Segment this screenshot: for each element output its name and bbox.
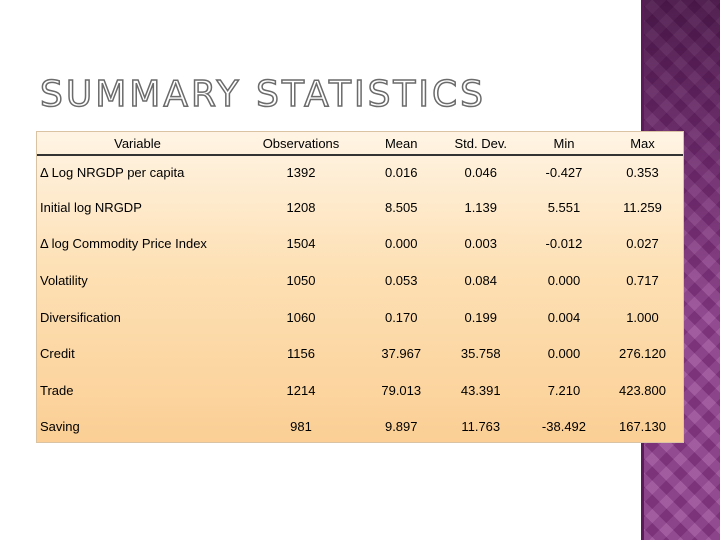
cell-observations: 1214 bbox=[286, 382, 316, 398]
cell-max: 1.000 bbox=[626, 309, 659, 325]
cell-std-dev: 35.758 bbox=[460, 346, 501, 362]
cell-max: 167.130 bbox=[618, 419, 666, 435]
cell-max: 0.717 bbox=[626, 272, 659, 288]
cell-mean: 0.000 bbox=[384, 236, 418, 252]
cell-observations: 981 bbox=[290, 419, 312, 435]
table-row: Saving 981 9.897 11.763 -38.492 167.130 bbox=[37, 409, 683, 446]
table-row: Trade 1214 79.013 43.391 7.210 423.800 bbox=[37, 372, 683, 409]
statistics-table: Variable Observations Mean Std. Dev. Min… bbox=[37, 132, 683, 445]
cell-mean: 0.053 bbox=[384, 272, 418, 288]
table-row: Credit 1156 37.967 35.758 0.000 276.120 bbox=[37, 335, 683, 372]
cell-observations: 1208 bbox=[286, 199, 316, 215]
cell-mean: 8.505 bbox=[384, 199, 418, 215]
cell-std-dev: 11.763 bbox=[461, 419, 501, 435]
table-row: Volatility 1050 0.053 0.084 0.000 0.717 bbox=[37, 262, 683, 299]
table-row: Initial log NRGDP 1208 8.505 1.139 5.551… bbox=[37, 189, 683, 226]
cell-max: 0.353 bbox=[626, 165, 659, 180]
cell-variable: Volatility bbox=[40, 272, 88, 288]
cell-std-dev: 43.391 bbox=[460, 382, 501, 398]
cell-observations: 1156 bbox=[287, 346, 315, 362]
cell-variable: Saving bbox=[40, 419, 80, 435]
cell-variable: Diversification bbox=[40, 309, 121, 325]
cell-max: 0.027 bbox=[626, 236, 659, 252]
header-max: Max bbox=[601, 132, 683, 156]
cell-min: 0.000 bbox=[547, 272, 581, 288]
cell-variable: Δ log Commodity Price Index bbox=[40, 236, 207, 252]
cell-variable: Trade bbox=[40, 382, 74, 398]
header-observations: Observations bbox=[235, 132, 367, 156]
cell-mean: 9.897 bbox=[384, 419, 418, 435]
cell-variable: Credit bbox=[40, 346, 75, 362]
cell-variable: Δ Log NRGDP per capita bbox=[40, 165, 185, 180]
cell-min: 0.004 bbox=[547, 309, 581, 325]
cell-std-dev: 0.199 bbox=[464, 309, 498, 325]
cell-mean: 0.170 bbox=[384, 309, 418, 325]
cell-std-dev: 0.084 bbox=[464, 272, 498, 288]
cell-observations: 1504 bbox=[286, 236, 316, 252]
cell-min: -38.492 bbox=[541, 419, 587, 435]
header-std-dev: Std. Dev. bbox=[435, 132, 526, 156]
cell-min: 7.210 bbox=[547, 382, 581, 398]
cell-max: 276.120 bbox=[618, 346, 666, 362]
cell-observations: 1050 bbox=[286, 272, 316, 288]
summary-statistics-table: Variable Observations Mean Std. Dev. Min… bbox=[36, 131, 684, 443]
table-row: Diversification 1060 0.170 0.199 0.004 1… bbox=[37, 299, 683, 336]
cell-mean: 79.013 bbox=[381, 382, 422, 398]
header-mean: Mean bbox=[366, 132, 436, 156]
cell-min: 5.551 bbox=[547, 199, 581, 215]
cell-mean: 0.016 bbox=[384, 165, 418, 180]
cell-min: 0.000 bbox=[547, 346, 581, 362]
cell-mean: 37.967 bbox=[381, 346, 422, 362]
cell-max: 423.800 bbox=[618, 382, 666, 398]
cell-min: -0.427 bbox=[545, 165, 583, 180]
cell-std-dev: 0.046 bbox=[464, 165, 498, 180]
cell-observations: 1392 bbox=[286, 165, 316, 180]
table-header-row: Variable Observations Mean Std. Dev. Min… bbox=[37, 132, 683, 156]
header-min: Min bbox=[525, 132, 602, 156]
cell-std-dev: 1.139 bbox=[464, 199, 498, 215]
table-row: Δ log Commodity Price Index 1504 0.000 0… bbox=[37, 226, 683, 263]
slide-title: SUMMARY STATISTICS bbox=[39, 73, 487, 116]
cell-observations: 1060 bbox=[286, 309, 316, 325]
cell-variable: Initial log NRGDP bbox=[40, 199, 142, 215]
cell-max: 11.259 bbox=[623, 199, 662, 215]
cell-min: -0.012 bbox=[545, 236, 583, 252]
header-variable: Variable bbox=[37, 132, 235, 156]
table-row: Δ Log NRGDP per capita 1392 0.016 0.046 … bbox=[37, 155, 683, 189]
cell-std-dev: 0.003 bbox=[464, 236, 498, 252]
